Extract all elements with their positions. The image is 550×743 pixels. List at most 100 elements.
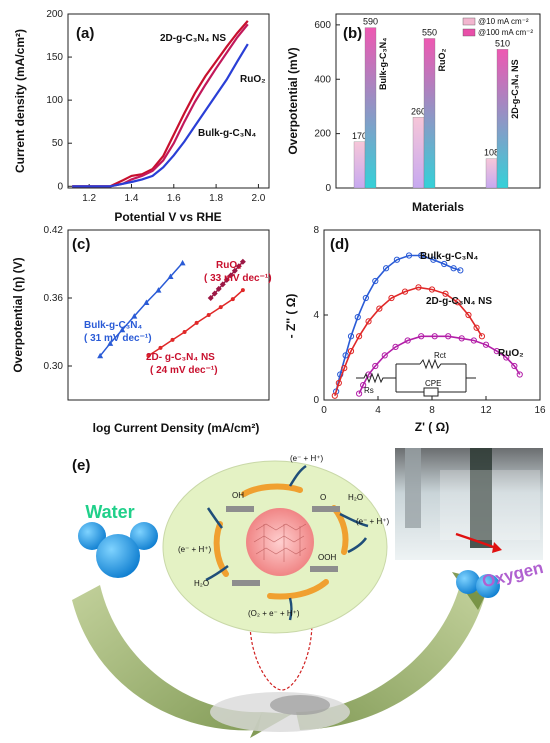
- panel-a-series-label-2d: 2D-g-C₃N₄ NS: [160, 33, 226, 44]
- panel-d-point: [376, 305, 383, 312]
- panel-c-chart: (c) 0.30 0.36 0.42 log Current Density (mA…: [11, 225, 272, 435]
- panel-c-point: [146, 353, 151, 358]
- panel-c-point: [131, 313, 138, 319]
- panel-c-point: [207, 295, 214, 301]
- cycle-label-5: OOH: [318, 553, 336, 562]
- cycle-label-1: (e⁻ + H⁺): [290, 454, 323, 463]
- panel-c-point: [97, 352, 104, 359]
- panel-d-xtick: 8: [429, 405, 435, 416]
- panel-b-category-label: RuO₂: [437, 48, 447, 71]
- intermediate-surfaces: [226, 506, 340, 586]
- panel-d-point: [415, 284, 422, 291]
- water-label: Water: [85, 502, 134, 522]
- panel-d-fit-line-1: [334, 286, 483, 397]
- panel-a-ytick: 50: [52, 138, 64, 149]
- panel-b-ytick: 600: [314, 20, 331, 31]
- panel-c-point: [227, 272, 234, 279]
- water-molecule-icon: [78, 522, 158, 578]
- panel-c-point: [119, 326, 126, 333]
- electrode-photo: [395, 448, 543, 560]
- panel-d-chart: (d) 0 4 8 12 16 0 4 8 Z' ( Ω) - Z'' ( Ω) Bulk-g…: [284, 225, 546, 434]
- panel-b-label: (b): [343, 25, 362, 42]
- panel-a-series-line-1: [72, 23, 249, 188]
- panel-d-point: [372, 277, 379, 285]
- panel-c-point: [219, 281, 226, 288]
- panel-c-ylabel: Overpotential (η) (V): [11, 257, 25, 372]
- panel-c-label-ruo2: RuO₂: [216, 260, 242, 271]
- panel-d-point: [445, 333, 452, 340]
- panel-a-ytick: 150: [46, 52, 63, 63]
- panel-d-point: [360, 382, 367, 389]
- cycle-label-9: OH: [232, 491, 244, 500]
- panel-d-point: [473, 324, 480, 331]
- panel-c-xlabel: log Current Density (mA/cm²): [93, 421, 260, 435]
- panel-d-fit-line-0: [335, 254, 461, 392]
- panel-a-xtick: 1.2: [82, 193, 96, 204]
- panel-d-label-ruo2: RuO₂: [498, 348, 524, 359]
- panel-c-point: [235, 263, 242, 270]
- panel-b-legend: @10 mA cm⁻² @100 mA cm⁻²: [462, 17, 533, 37]
- panel-b-bar-value: 108: [484, 148, 499, 158]
- panel-d-point: [356, 333, 363, 340]
- panel-a-chart: (a) 1.2 1.4 1.6 1.8 2.0 0 50 100 150 200 Potentia…: [13, 9, 270, 224]
- panel-d-point: [493, 348, 500, 355]
- circuit-label-cpe: CPE: [425, 379, 441, 388]
- panel-d-label-2d: 2D-g-C₃N₄ NS: [426, 296, 492, 307]
- panel-d-xtick: 0: [321, 405, 327, 416]
- panel-c-point: [223, 276, 230, 283]
- panel-c-slope-bulk: ( 31 mV dec⁻¹): [84, 333, 152, 344]
- cycle-label-6: (O₂ + e⁻ + H⁺): [248, 609, 300, 618]
- legend-item-100: @100 mA cm⁻²: [478, 28, 533, 37]
- circuit-label-rct: Rct: [434, 351, 447, 360]
- panel-d-point: [503, 354, 510, 361]
- panel-e-label: (e): [72, 457, 90, 474]
- panel-c-ytick: 0.30: [44, 361, 64, 372]
- catalyst-core: [246, 508, 314, 576]
- panel-c-ytick: 0.36: [44, 293, 64, 304]
- panel-c-point: [167, 273, 174, 279]
- panel-d-point: [401, 288, 409, 295]
- panel-b-bar: [485, 158, 498, 189]
- panel-d-label-bulk: Bulk-g-C₃N₄: [420, 251, 479, 262]
- panel-c-point: [182, 330, 187, 334]
- panel-c-label-2d: 2D- g-C₃N₄ NS: [146, 352, 215, 363]
- panel-d-point: [393, 256, 400, 263]
- panel-d-point: [454, 299, 461, 306]
- panel-c-ytick: 0.42: [44, 225, 64, 236]
- panel-d-label: (d): [330, 236, 349, 253]
- cycle-label-3: H₂O: [348, 493, 363, 502]
- panel-d-ytick: 0: [313, 395, 319, 406]
- panel-c-slope-2d: ( 24 mV dec⁻¹): [150, 365, 218, 376]
- step-arrows: [205, 464, 369, 621]
- panel-c-point: [215, 285, 222, 292]
- panel-d-point: [430, 256, 437, 263]
- panel-d-point: [511, 362, 518, 370]
- panel-c-label-bulk: Bulk-g-C₃N₄: [84, 320, 143, 331]
- panel-d-xtick: 12: [480, 405, 492, 416]
- panel-d-point: [431, 333, 438, 340]
- panel-d-point: [383, 265, 390, 272]
- panel-c-point: [239, 258, 246, 265]
- panel-b-bar: [353, 141, 366, 189]
- panel-b-bar-value: 590: [363, 17, 378, 27]
- panel-b-category-label: Bulk-g-C₃N₄: [378, 38, 388, 90]
- panel-c-point: [231, 267, 238, 274]
- panel-d-point: [516, 371, 523, 378]
- panel-b-bar: [412, 117, 425, 189]
- panel-b-bar-value: 170: [352, 131, 367, 141]
- panel-a-ytick: 100: [46, 95, 63, 106]
- panel-b-category-label: 2D-g-C₃N₄ NS: [510, 59, 520, 118]
- panel-b-bar-value: 510: [495, 38, 510, 48]
- panel-b-ylabel: Overpotential (mV): [286, 47, 300, 154]
- cycle-label-4: (e⁻ + H⁺): [356, 517, 389, 526]
- panel-b-bar: [423, 38, 436, 189]
- cycle-label-2: O: [320, 493, 326, 502]
- panel-d-point: [465, 311, 472, 319]
- panel-a-series-line-2: [72, 43, 249, 188]
- panel-d-point: [372, 362, 379, 370]
- panel-d-point: [418, 333, 425, 340]
- panel-d-point: [356, 390, 363, 397]
- panel-a-series-line-0: [72, 20, 249, 188]
- panel-c-point: [240, 288, 245, 293]
